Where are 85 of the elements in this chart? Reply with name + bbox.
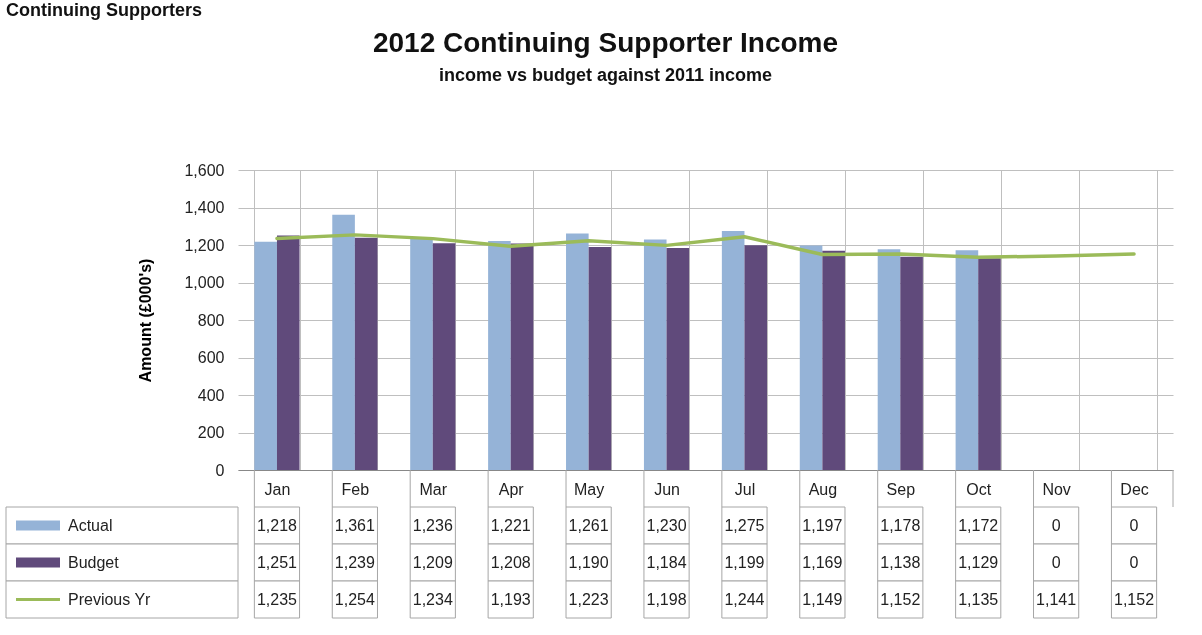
data-label: 1,275	[724, 516, 765, 534]
data-label: 1,138	[880, 553, 921, 571]
x-tick-label: Jun	[654, 480, 680, 498]
bar	[643, 239, 667, 470]
data-label: 1,184	[646, 553, 687, 571]
data-label: 0	[1129, 553, 1139, 571]
x-tick-label: Apr	[498, 480, 525, 498]
bar	[588, 246, 612, 470]
data-label: 1,261	[568, 516, 609, 534]
line-series	[275, 233, 1136, 259]
bar	[744, 245, 768, 470]
data-label: 1,209	[412, 553, 453, 571]
data-label: 1,234	[412, 590, 453, 608]
data-label: 1,178	[880, 516, 921, 534]
bar	[410, 238, 433, 470]
chart-title: 2012 Continuing Supporter Income	[372, 27, 839, 58]
bar	[566, 233, 589, 470]
x-tick-label: Oct	[966, 480, 992, 498]
x-tick-label: Dec	[1120, 480, 1149, 498]
data-label: 1,236	[412, 516, 453, 534]
text: Continuing Supporters	[6, 0, 202, 20]
data-label: 1,141	[1036, 590, 1077, 608]
y-tick-label: 1,600	[184, 161, 225, 179]
y-tick-label: 600	[197, 349, 225, 366]
y-tick-label: 1,000	[184, 274, 225, 291]
data-label: 1,193	[490, 590, 531, 608]
legend-label: Previous Yr	[68, 590, 152, 608]
data-label: 1,235	[256, 590, 298, 608]
data-label: 1,221	[490, 516, 531, 534]
data-label: 1,152	[1114, 590, 1155, 608]
data-label: 1,223	[568, 590, 609, 608]
data-label: 1,244	[724, 590, 765, 608]
y-tick-label: 200	[197, 424, 225, 441]
bar	[666, 248, 690, 470]
data-label: 1,230	[646, 516, 687, 534]
data-label: 1,172	[958, 516, 999, 534]
y-tick-label: 1,200	[184, 236, 225, 254]
data-label: 1,190	[568, 553, 609, 571]
bar	[254, 241, 277, 470]
bar	[510, 243, 534, 470]
data-label: 1,197	[802, 516, 843, 534]
x-tick-label: Aug	[808, 480, 838, 498]
bar	[276, 235, 300, 470]
bar	[799, 245, 823, 470]
bar	[877, 249, 901, 470]
y-tick-label: 0	[215, 461, 225, 479]
data-label: 1,169	[802, 553, 843, 571]
legend-label: Budget	[68, 553, 120, 571]
y-axis-title: Amount (£000's)	[137, 258, 155, 383]
data-label: 0	[1129, 516, 1139, 534]
data-label: 1,129	[958, 553, 999, 571]
bar	[978, 258, 1001, 470]
bar	[900, 256, 923, 470]
y-tick-label: 400	[197, 386, 225, 404]
bar	[955, 250, 979, 470]
bar	[822, 250, 845, 470]
data-label: 1,251	[256, 553, 298, 571]
data-label: 1,152	[880, 590, 921, 608]
y-tick-label: 800	[197, 311, 225, 329]
legend-label: Actual	[68, 516, 113, 534]
data-label: 1,218	[256, 516, 298, 534]
data-label: 1,198	[646, 590, 687, 608]
data-label: 1,254	[334, 590, 375, 608]
x-tick-label: May	[574, 480, 605, 498]
data-label: 1,199	[724, 553, 765, 571]
bar	[432, 243, 456, 470]
data-label: 0	[1051, 553, 1061, 571]
y-tick-label: 1,400	[184, 199, 225, 216]
bar	[721, 230, 745, 470]
bar	[354, 237, 378, 470]
chart-subtitle: income vs budget against 2011 income	[438, 65, 773, 85]
data-label: 1,149	[802, 590, 843, 608]
x-tick-label: Sep	[886, 480, 916, 498]
data-label: 1,208	[490, 553, 531, 571]
data-label: 1,361	[334, 516, 375, 534]
x-tick-label: Feb	[341, 480, 370, 498]
data-label: 0	[1051, 516, 1061, 534]
bar	[488, 241, 511, 470]
x-tick-label: Nov	[1042, 480, 1071, 498]
x-tick-label: Mar	[419, 480, 448, 498]
data-label: 1,239	[334, 553, 375, 571]
x-tick-label: Jan	[264, 480, 291, 498]
data-label: 1,135	[958, 590, 999, 608]
x-tick-label: Jul	[734, 480, 756, 498]
bar	[332, 214, 355, 470]
